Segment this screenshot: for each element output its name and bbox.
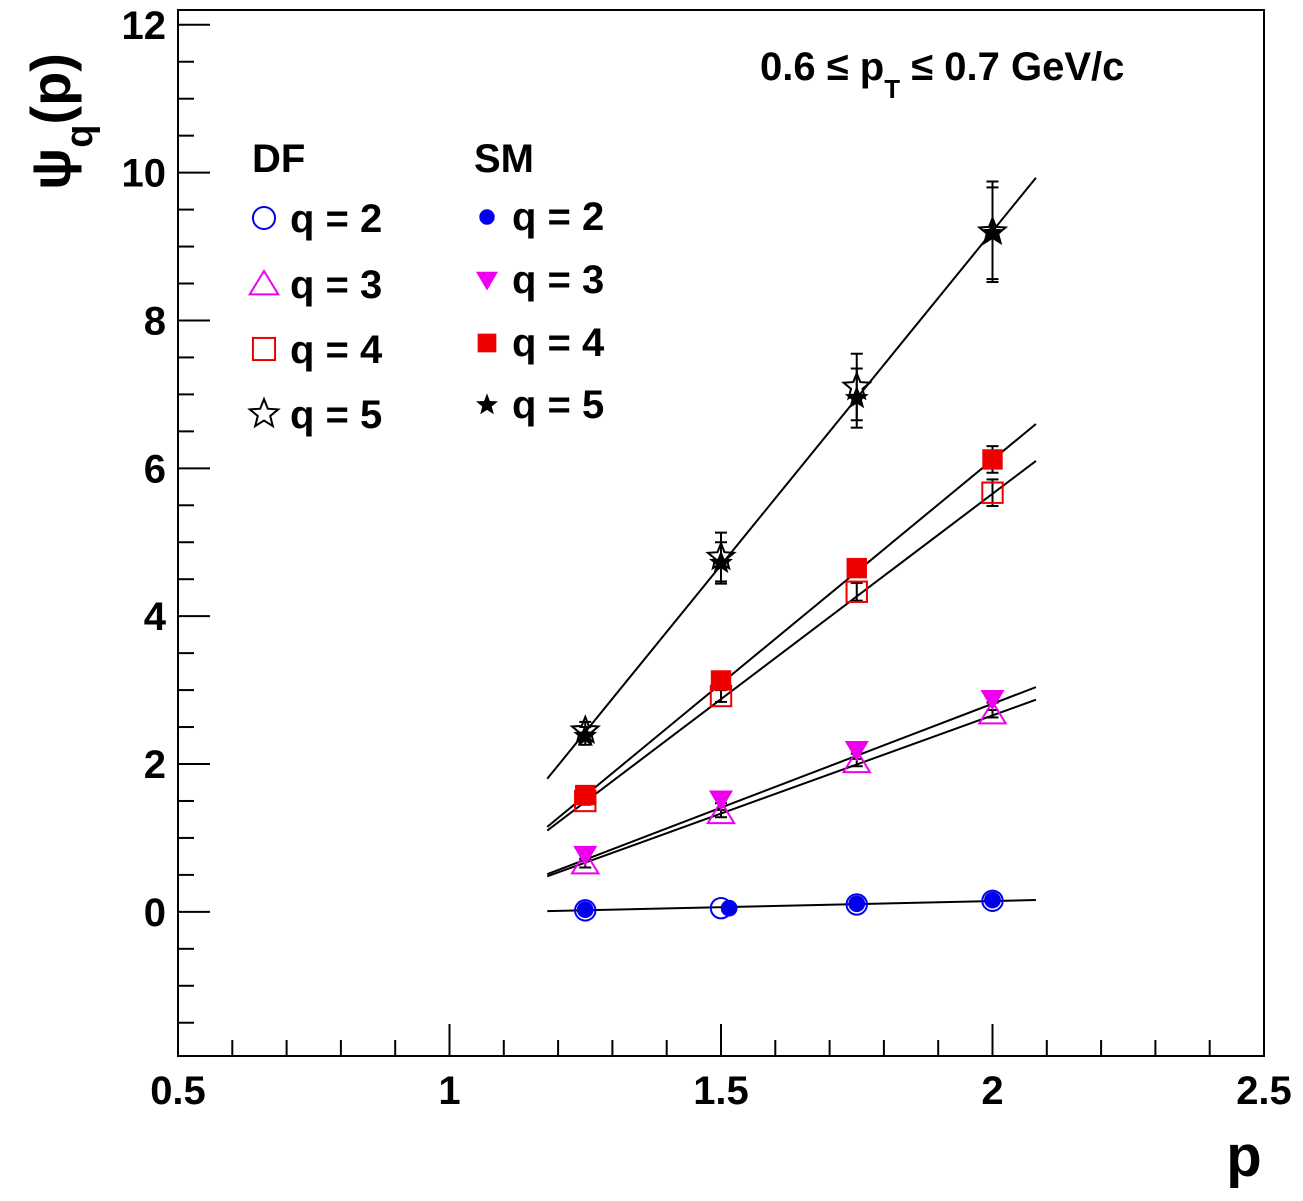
fit-lines	[546, 177, 1037, 913]
legend-label-df-q4: q = 4	[290, 328, 383, 372]
df-q-3-point	[706, 799, 736, 825]
sm-q-3-point	[844, 740, 869, 762]
fit-df-q-4-line	[546, 460, 1037, 832]
df-q-3-point	[570, 849, 601, 875]
legend-marker-sm-q-3	[476, 271, 498, 291]
sm-q-4-point	[575, 784, 596, 806]
sm-q-5-point	[573, 723, 598, 747]
sm-q-3-point	[709, 790, 733, 811]
sm-q-5-point	[844, 385, 869, 409]
df-q-4-point	[845, 580, 868, 603]
sm-q-2-point	[984, 891, 1001, 909]
data-points	[569, 180, 1009, 922]
pt-range-annotation: 0.6 ≤ pT ≤ 0.7 GeV/c	[760, 45, 1124, 104]
x-tick-label: 1.5	[693, 1069, 749, 1113]
fit-sm-q-3-line	[546, 686, 1037, 876]
fit-q-5-line	[546, 177, 1037, 780]
y-axis-label-rest: (p)	[19, 53, 82, 125]
sm-q-2-point	[720, 899, 738, 917]
sm-q-4-point	[846, 557, 867, 579]
x-tick-label: 0.5	[150, 1069, 206, 1113]
df-q-2-point	[574, 899, 597, 922]
x-tick-label: 1	[438, 1069, 460, 1113]
y-tick-label: 8	[144, 299, 166, 343]
sm-q-5-point	[980, 220, 1005, 244]
y-tick-label: 10	[122, 152, 167, 196]
legend-marker-sm-q-5	[476, 393, 498, 415]
annotation-main: 0.6 ≤ p	[760, 45, 884, 89]
y-axis-label-sub: q	[59, 125, 101, 148]
sm-q-2-point	[848, 895, 866, 913]
fit-sm-q-4-line	[546, 423, 1037, 828]
annotation-sub: T	[884, 74, 900, 104]
y-axis-label: ψq(p)	[19, 53, 101, 190]
legend-marker-df-q-2	[251, 205, 277, 231]
y-tick-label: 12	[122, 4, 167, 48]
legend-label-sm-q5: q = 5	[512, 383, 604, 427]
legend-label-df-q2: q = 2	[290, 197, 382, 241]
legend-marker-sm-q-2	[479, 209, 495, 225]
fit-df-q-3-line	[546, 698, 1037, 878]
legend-marker-df-q-5	[247, 396, 281, 429]
legend: DF SM q = 2 q = 3 q = 4 q = 5 q = 2 q = …	[247, 137, 605, 437]
y-tick-label: 4	[144, 595, 167, 639]
sm-q-3-point	[573, 845, 598, 867]
legend-markers	[247, 205, 498, 429]
legend-marker-df-q-3	[247, 269, 281, 296]
legend-heading-sm: SM	[474, 137, 534, 181]
x-tick-label: 2.5	[1236, 1069, 1292, 1113]
sm-q-4-point	[982, 449, 1003, 470]
legend-label-sm-q2: q = 2	[512, 195, 604, 239]
x-tick-label: 2	[981, 1069, 1003, 1113]
legend-marker-sm-q-4	[477, 333, 497, 353]
sm-q-2-point	[576, 901, 594, 919]
legend-label-sm-q4: q = 4	[512, 321, 605, 365]
df-q-3-point	[841, 748, 872, 774]
df-q-4-point	[981, 481, 1004, 504]
x-axis-label: p	[1226, 1124, 1261, 1189]
y-tick-label: 2	[144, 743, 166, 787]
sm-q-3-point	[980, 689, 1005, 711]
axes: 0.5 1 1.5 2 2.5 0 2 4 6 8 10 12	[122, 4, 1292, 1113]
legend-marker-df-q-4	[251, 336, 277, 362]
sm-q-5-point	[709, 550, 733, 574]
legend-label-sm-q3: q = 3	[512, 258, 604, 302]
df-q-2-point	[981, 889, 1004, 912]
annotation-rest: ≤ 0.7 GeV/c	[900, 45, 1124, 89]
legend-label-df-q3: q = 3	[290, 263, 382, 307]
df-q-3-point	[977, 699, 1008, 725]
legend-heading-df: DF	[252, 137, 305, 181]
y-axis-label-main: ψ	[19, 148, 82, 190]
fit-q-2-line	[547, 899, 1036, 913]
y-tick-label: 0	[144, 891, 166, 935]
svg-text:ψq(p): ψq(p)	[19, 53, 101, 190]
df-q-2-point	[845, 893, 868, 916]
sm-q-4-point	[710, 670, 732, 691]
legend-label-df-q5: q = 5	[290, 393, 382, 437]
y-tick-label: 6	[144, 447, 166, 491]
